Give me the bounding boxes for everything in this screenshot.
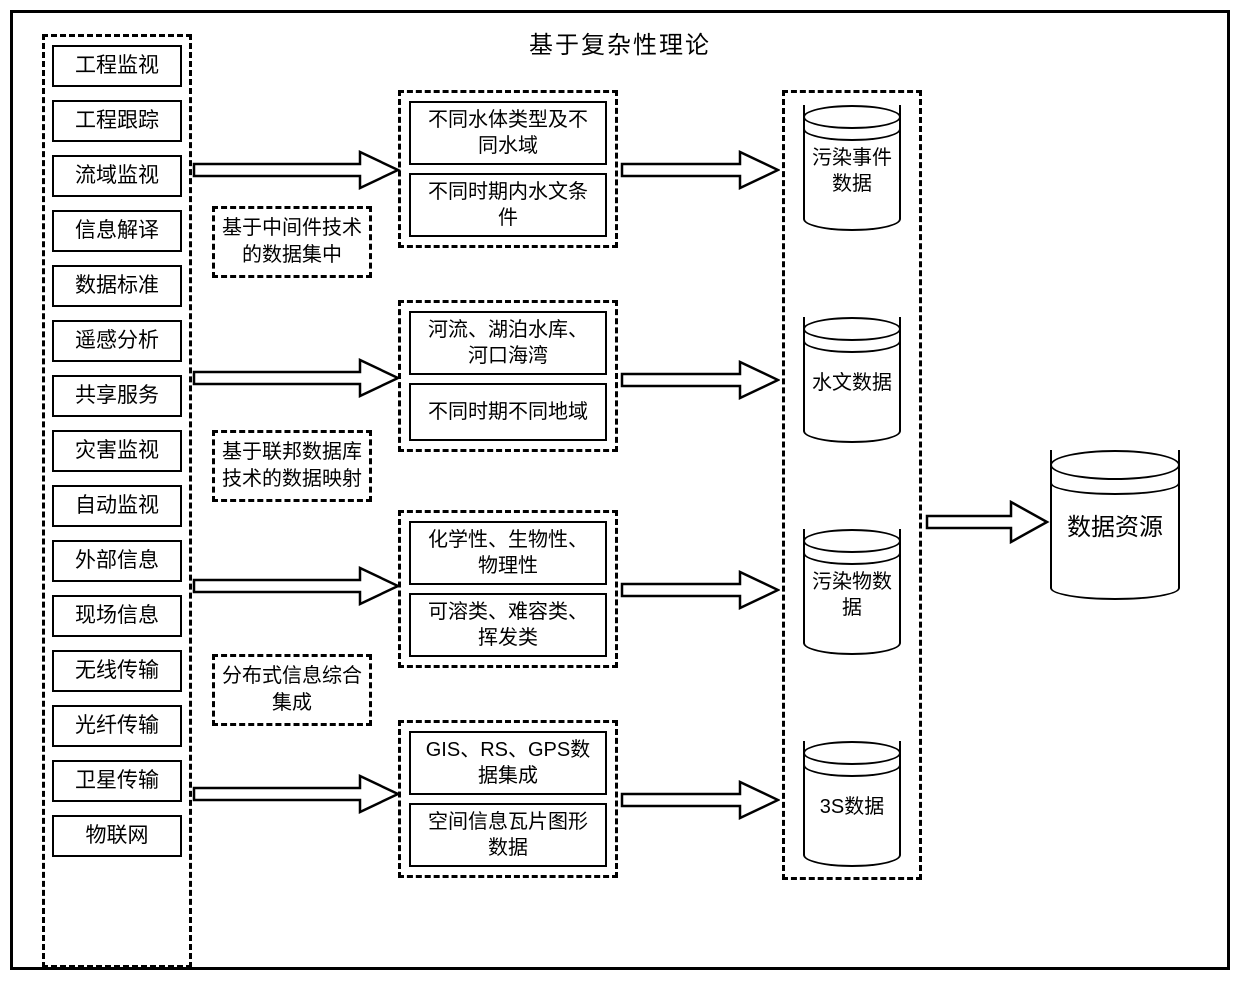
category-group-3: 化学性、生物性、物理性 可溶类、难容类、挥发类 — [398, 510, 618, 668]
arrow-icon — [925, 500, 1050, 544]
source-item: 遥感分析 — [52, 320, 182, 362]
cylinder-pollution-event: 污染事件数据 — [803, 105, 901, 231]
tech-box-distributed: 分布式信息综合集成 — [212, 654, 372, 726]
category-item: 河流、湖泊水库、河口海湾 — [409, 311, 607, 375]
arrow-icon — [620, 570, 780, 610]
diagram-title: 基于复杂性理论 — [529, 25, 711, 60]
arrow-icon — [192, 150, 402, 190]
category-item: 可溶类、难容类、挥发类 — [409, 593, 607, 657]
category-group-4: GIS、RS、GPS数据集成 空间信息瓦片图形数据 — [398, 720, 618, 878]
source-item: 工程跟踪 — [52, 100, 182, 142]
arrow-icon — [620, 780, 780, 820]
database-column: 污染事件数据 水文数据 污染物数据 3S数据 — [782, 90, 922, 880]
arrow-icon — [192, 358, 402, 398]
category-item: 化学性、生物性、物理性 — [409, 521, 607, 585]
category-group-1: 不同水体类型及不同水域 不同时期内水文条件 — [398, 90, 618, 248]
arrow-icon — [620, 150, 780, 190]
source-item: 自动监视 — [52, 485, 182, 527]
category-item: 不同时期内水文条件 — [409, 173, 607, 237]
tech-box-middleware: 基于中间件技术的数据集中 — [212, 206, 372, 278]
category-item: 不同时期不同地域 — [409, 383, 607, 441]
arrow-icon — [192, 774, 402, 814]
source-item: 外部信息 — [52, 540, 182, 582]
source-item: 物联网 — [52, 815, 182, 857]
category-item: GIS、RS、GPS数据集成 — [409, 731, 607, 795]
source-item: 工程监视 — [52, 45, 182, 87]
source-column: 工程监视 工程跟踪 流域监视 信息解译 数据标准 遥感分析 共享服务 灾害监视 … — [42, 34, 192, 968]
source-item: 流域监视 — [52, 155, 182, 197]
arrow-icon — [192, 566, 402, 606]
cylinder-data-resource: 数据资源 — [1050, 450, 1180, 600]
source-item: 光纤传输 — [52, 705, 182, 747]
source-item: 数据标准 — [52, 265, 182, 307]
source-item: 无线传输 — [52, 650, 182, 692]
category-group-2: 河流、湖泊水库、河口海湾 不同时期不同地域 — [398, 300, 618, 452]
source-item: 灾害监视 — [52, 430, 182, 472]
source-item: 信息解译 — [52, 210, 182, 252]
category-item: 空间信息瓦片图形数据 — [409, 803, 607, 867]
tech-box-federated: 基于联邦数据库技术的数据映射 — [212, 430, 372, 502]
category-item: 不同水体类型及不同水域 — [409, 101, 607, 165]
source-item: 现场信息 — [52, 595, 182, 637]
arrow-icon — [620, 360, 780, 400]
source-item: 共享服务 — [52, 375, 182, 417]
cylinder-hydrology: 水文数据 — [803, 317, 901, 443]
cylinder-3s: 3S数据 — [803, 741, 901, 867]
cylinder-pollutant: 污染物数据 — [803, 529, 901, 655]
source-item: 卫星传输 — [52, 760, 182, 802]
